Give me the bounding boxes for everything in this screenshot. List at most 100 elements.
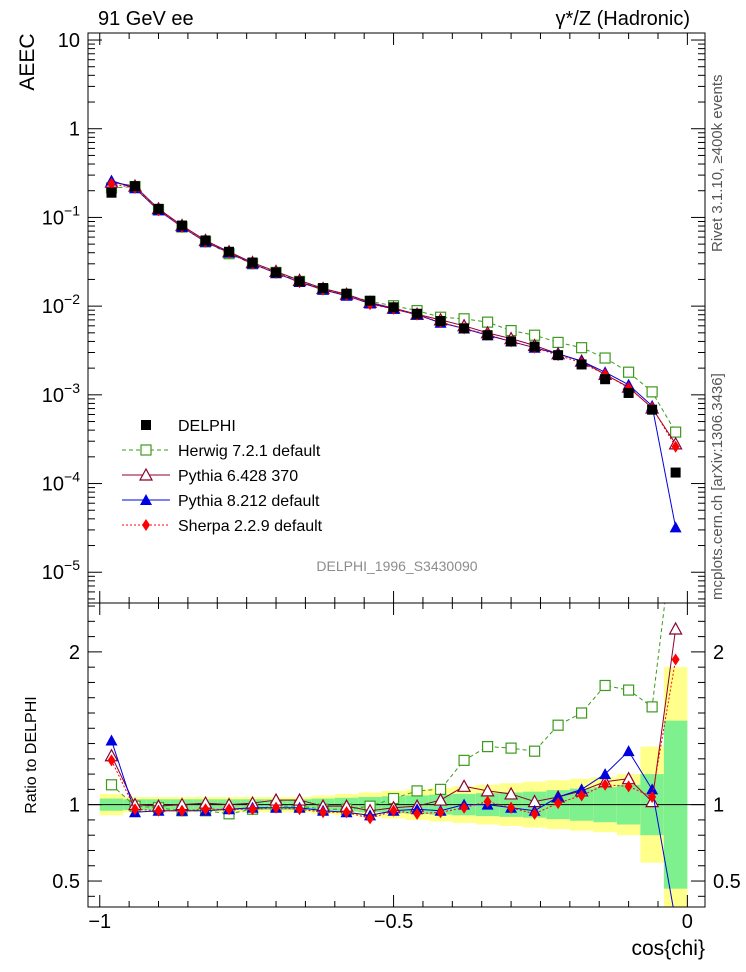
legend-label-pythia8: Pythia 8.212 default bbox=[178, 493, 320, 510]
main-point-data bbox=[623, 387, 634, 398]
main-point-data bbox=[435, 315, 446, 326]
ratio-point-sherpa bbox=[413, 807, 422, 820]
main-point-data bbox=[271, 267, 282, 278]
ratio-point-sherpa bbox=[366, 812, 375, 825]
main-point-data bbox=[529, 341, 540, 352]
ratio-point-pythia8 bbox=[670, 915, 682, 926]
ratio-y-tick-label-right: 2 bbox=[713, 642, 724, 664]
main-point-data bbox=[459, 323, 470, 334]
main-point-data bbox=[553, 350, 564, 361]
ratio-point-herwig bbox=[575, 707, 588, 719]
ratio-point-herwig bbox=[599, 679, 611, 692]
ratio-point-sherpa bbox=[295, 803, 304, 816]
main-point-data bbox=[153, 203, 164, 214]
ratio-point-herwig bbox=[411, 785, 423, 797]
ratio-point-sherpa bbox=[624, 780, 633, 793]
ratio-y-tick-label: 1 bbox=[69, 795, 80, 817]
ratio-point-sherpa bbox=[154, 804, 163, 817]
main-point-data bbox=[341, 288, 352, 299]
main-point-herwig bbox=[552, 336, 564, 349]
main-point-data bbox=[576, 359, 587, 370]
ratio-point-herwig bbox=[528, 745, 541, 757]
legend-marker-pythia8 bbox=[140, 494, 152, 505]
main-point-pythia8 bbox=[669, 521, 682, 533]
main-point-data bbox=[106, 187, 117, 198]
ratio-y-tick-label: 0.5 bbox=[52, 871, 80, 893]
ratio-point-herwig bbox=[505, 742, 517, 754]
ratio-point-sherpa bbox=[554, 797, 563, 810]
legend-label-sherpa: Sherpa 2.2.9 default bbox=[178, 518, 323, 535]
ratio-y-tick-label-right: 0.5 bbox=[713, 871, 741, 893]
main-y-tick-label: 10−2 bbox=[42, 291, 80, 318]
ratio-point-sherpa bbox=[671, 653, 680, 666]
main-point-herwig bbox=[623, 366, 635, 378]
main-point-data bbox=[224, 246, 235, 257]
ratio-point-sherpa bbox=[648, 791, 657, 804]
main-point-sherpa bbox=[107, 177, 116, 190]
ratio-frame bbox=[87, 602, 706, 908]
ratio-point-sherpa bbox=[272, 801, 281, 814]
ratio-point-sherpa bbox=[178, 804, 187, 817]
legend-marker-herwig bbox=[140, 444, 152, 456]
ratio-point-pythia6 bbox=[504, 786, 519, 800]
ratio-point-sherpa bbox=[460, 801, 469, 814]
ratio-point-sherpa bbox=[319, 806, 328, 819]
main-y-tick-label: 10−5 bbox=[42, 557, 80, 584]
main-point-data bbox=[294, 276, 305, 287]
ratio-y-tick-label-right: 1 bbox=[713, 795, 724, 817]
main-y-tick-label: 10−1 bbox=[42, 202, 80, 229]
ratio-point-sherpa bbox=[201, 803, 210, 816]
main-point-data bbox=[647, 404, 658, 415]
ratio-point-sherpa bbox=[507, 801, 516, 814]
ratio-point-pythia8 bbox=[552, 791, 565, 803]
main-point-data bbox=[177, 220, 188, 231]
ratio-point-pythia6 bbox=[457, 779, 472, 792]
main-y-axis-label: AEEC bbox=[16, 33, 39, 90]
x-tick-label: −0.5 bbox=[374, 911, 413, 933]
main-y-tick-label: 1 bbox=[69, 119, 80, 141]
legend-marker-pythia6 bbox=[138, 467, 154, 481]
main-plot-area bbox=[104, 174, 683, 533]
ratio-point-sherpa bbox=[601, 778, 610, 791]
ratio-y-tick-label: 2 bbox=[69, 642, 80, 664]
ratio-point-sherpa bbox=[577, 789, 586, 802]
legend-label-data: DELPHI bbox=[178, 418, 236, 435]
main-point-data bbox=[600, 374, 611, 385]
header-left-label: 91 GeV ee bbox=[98, 8, 194, 30]
main-line-sherpa bbox=[111, 183, 677, 447]
ratio-point-pythia8 bbox=[646, 783, 659, 795]
main-point-data bbox=[318, 283, 329, 294]
main-point-herwig bbox=[575, 342, 588, 354]
x-tick-label: −1 bbox=[88, 911, 111, 933]
main-point-data bbox=[247, 257, 258, 268]
main-point-data bbox=[412, 308, 423, 319]
ratio-point-sherpa bbox=[248, 803, 257, 816]
main-point-sherpa bbox=[671, 440, 680, 453]
main-y-tick-label: 10 bbox=[58, 30, 80, 52]
ratio-point-herwig bbox=[105, 779, 118, 791]
ratio-point-herwig bbox=[458, 754, 470, 766]
ratio-point-pythia6 bbox=[668, 621, 683, 635]
legend-label-herwig: Herwig 7.2.1 default bbox=[178, 443, 321, 460]
legend-label-pythia6: Pythia 6.428 370 bbox=[178, 468, 298, 485]
main-point-herwig bbox=[670, 426, 682, 438]
ratio-point-pythia8 bbox=[575, 783, 588, 795]
header-right-label: γ*/Z (Hadronic) bbox=[555, 8, 690, 30]
ratio-point-herwig bbox=[623, 684, 635, 696]
ratio-point-pythia8 bbox=[599, 768, 612, 780]
ratio-point-sherpa bbox=[389, 804, 398, 817]
ratio-point-sherpa bbox=[225, 803, 234, 816]
ratio-point-sherpa bbox=[342, 806, 351, 819]
main-point-data bbox=[130, 181, 141, 192]
x-axis-label: cos{chi} bbox=[631, 937, 705, 960]
ratio-point-herwig bbox=[481, 740, 494, 753]
ratio-point-herwig bbox=[646, 701, 658, 713]
ratio-plot-area bbox=[88, 603, 705, 926]
analysis-watermark: DELPHI_1996_S3430090 bbox=[316, 558, 477, 574]
main-y-tick-label: 10−3 bbox=[42, 380, 80, 407]
ratio-y-axis-label: Ratio to DELPHI bbox=[23, 696, 40, 813]
main-point-herwig bbox=[646, 386, 658, 398]
ratio-point-sherpa bbox=[483, 795, 492, 808]
ratio-point-herwig bbox=[552, 719, 564, 731]
